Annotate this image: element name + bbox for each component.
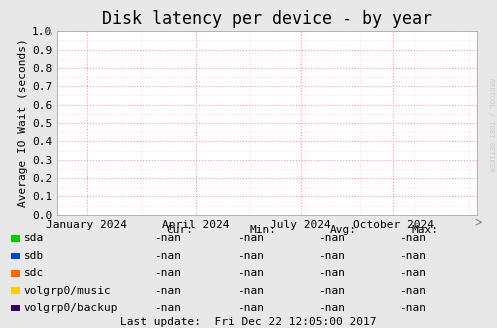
Title: Disk latency per device - by year: Disk latency per device - by year [102,10,432,28]
Text: -nan: -nan [155,251,181,261]
Text: -nan: -nan [238,234,264,243]
Text: Avg:: Avg: [330,225,357,235]
Text: volgrp0/music: volgrp0/music [24,286,112,296]
Text: RRDTOOL / TOBI OETIKER: RRDTOOL / TOBI OETIKER [488,78,494,172]
Text: -nan: -nan [318,234,345,243]
Text: sda: sda [24,234,44,243]
Text: -nan: -nan [400,251,426,261]
Text: -nan: -nan [318,303,345,313]
Text: Min:: Min: [249,225,276,235]
Text: -nan: -nan [155,234,181,243]
Text: -nan: -nan [155,303,181,313]
Text: -nan: -nan [155,286,181,296]
Text: -nan: -nan [400,268,426,278]
Text: -nan: -nan [238,268,264,278]
Text: -nan: -nan [318,251,345,261]
Text: -nan: -nan [238,303,264,313]
Text: volgrp0/backup: volgrp0/backup [24,303,118,313]
Text: -nan: -nan [238,286,264,296]
Text: sdc: sdc [24,268,44,278]
Text: -nan: -nan [400,234,426,243]
Text: -nan: -nan [238,251,264,261]
Text: Last update:  Fri Dec 22 12:05:00 2017: Last update: Fri Dec 22 12:05:00 2017 [120,317,377,327]
Text: -nan: -nan [400,303,426,313]
Text: -nan: -nan [155,268,181,278]
Text: sdb: sdb [24,251,44,261]
Text: -nan: -nan [400,286,426,296]
Text: Cur:: Cur: [166,225,193,235]
Y-axis label: Average IO Wait (seconds): Average IO Wait (seconds) [18,39,28,207]
Text: -nan: -nan [318,268,345,278]
Text: -nan: -nan [318,286,345,296]
Text: Max:: Max: [412,225,438,235]
